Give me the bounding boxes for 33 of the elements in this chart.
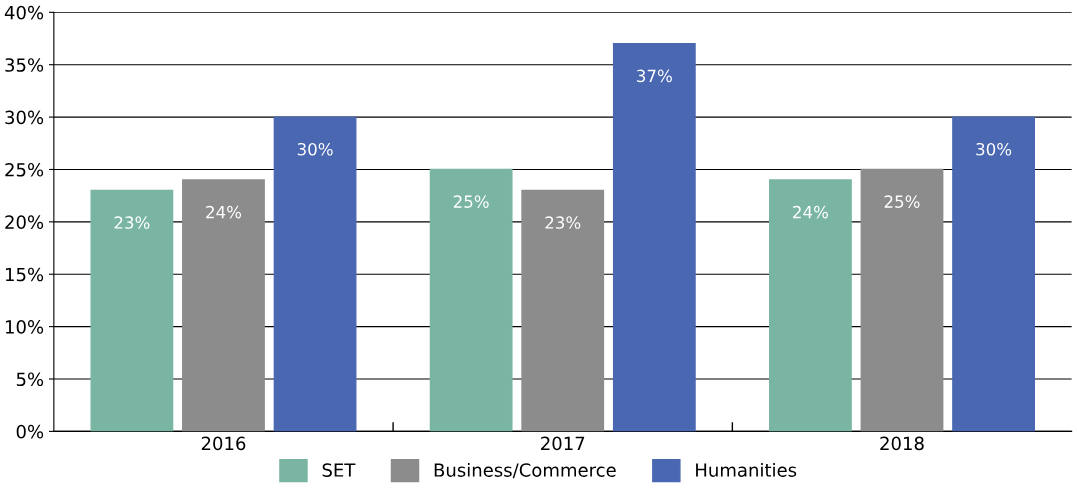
data-label: 25% [453, 195, 489, 208]
y-tick-label: 40% [4, 5, 44, 20]
data-label: 23% [114, 216, 150, 229]
data-label: 25% [884, 195, 920, 208]
data-label: 30% [976, 142, 1012, 156]
legend-label: Business/Commerce [434, 462, 616, 479]
data-label: 30% [297, 142, 333, 156]
bar [768, 179, 852, 432]
y-tick-label: 35% [5, 58, 44, 72]
y-tick-label: 30% [5, 110, 44, 125]
bar [429, 168, 513, 432]
bar [612, 43, 696, 432]
bar [860, 168, 944, 432]
legend-label: Humanities [696, 462, 797, 477]
legend-label: SET [322, 463, 356, 477]
bar [182, 179, 265, 432]
y-tick-label: 10% [5, 320, 44, 334]
data-label: 37% [637, 69, 672, 83]
y-tick-label: 25% [5, 162, 44, 177]
y-tick-label: 0% [16, 424, 44, 439]
x-tick-label: 2018 [880, 436, 924, 451]
data-label: 24% [206, 205, 242, 219]
data-label: 23% [545, 216, 581, 229]
x-tick-label: 2016 [201, 436, 246, 451]
bar [952, 116, 1035, 432]
bar [273, 116, 357, 432]
x-tick-label: 2017 [541, 436, 585, 451]
data-label: 24% [793, 205, 828, 219]
y-tick-label: 20% [5, 215, 44, 229]
bar [90, 189, 174, 432]
y-tick-label: 5% [16, 372, 44, 387]
bar [521, 189, 605, 432]
y-tick-label: 15% [5, 267, 44, 282]
